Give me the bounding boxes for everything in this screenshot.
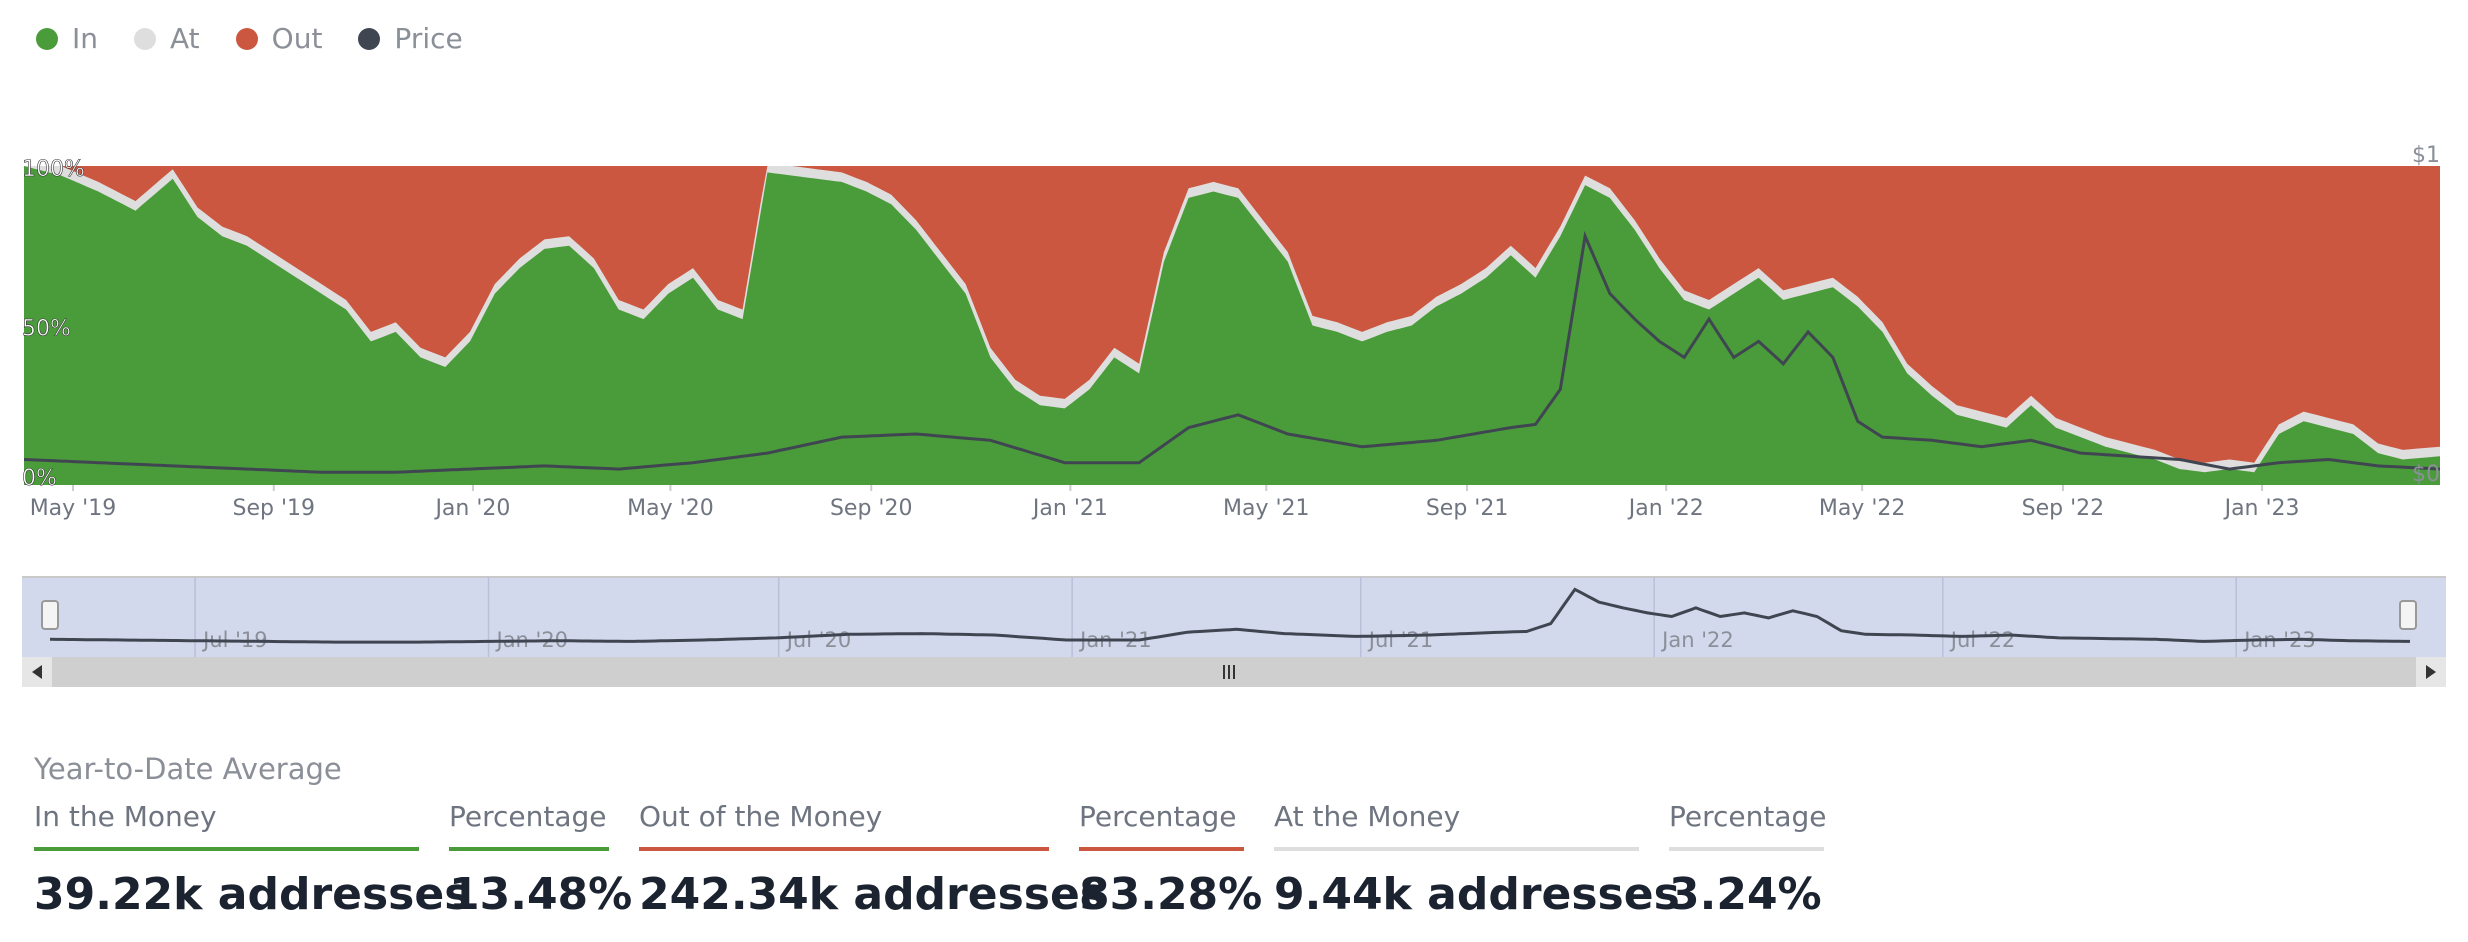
stat-label: At the Money <box>1274 800 1639 851</box>
scrollbar-grip-icon[interactable] <box>1223 665 1235 679</box>
x-tick-label: Sep '20 <box>830 496 913 521</box>
navigator-tick-label: Jan '22 <box>1660 628 1734 652</box>
stat-label: Percentage <box>1669 800 1827 851</box>
stat-value: 3.24% <box>1669 869 1822 920</box>
in-area <box>24 166 2440 485</box>
at-dot-icon <box>134 27 157 50</box>
legend-label-at: At <box>170 22 200 55</box>
legend-label-in: In <box>72 22 99 55</box>
navigator-right-handle[interactable] <box>2399 600 2417 630</box>
stat-label: Out of the Money <box>639 800 1049 851</box>
stat-out-money: Out of the Money 242.34k addresses <box>639 800 1107 920</box>
scroll-left-arrow-icon <box>32 665 42 679</box>
legend-label-out: Out <box>271 22 323 55</box>
navigator-tick-label: Jul '22 <box>1949 628 2016 652</box>
price-line <box>23 230 2441 474</box>
legend-item-at[interactable]: At <box>134 22 200 55</box>
stat-label: Percentage <box>449 800 609 851</box>
stats-panel: Year-to-Date Average In the Money 39.22k… <box>34 752 1854 920</box>
stats-row: In the Money 39.22k addresses Percentage… <box>34 800 1854 920</box>
x-tick-label: May '19 <box>30 496 117 521</box>
navigator-price-line <box>49 587 2410 644</box>
x-tick-label: Sep '22 <box>2022 496 2105 521</box>
legend-item-out[interactable]: Out <box>235 22 323 55</box>
x-tick-label: Jan '21 <box>1031 496 1108 521</box>
y-left-tick-label: 100% <box>22 157 85 182</box>
out-dot-icon <box>235 27 258 50</box>
stat-value: 39.22k addresses <box>34 869 471 920</box>
stat-out-percentage: Percentage 83.28% <box>1079 800 1263 920</box>
y-left-tick-label: 0% <box>22 466 57 491</box>
y-right-tick-label: $1 <box>2412 143 2440 168</box>
navigator-tick-label: Jul '21 <box>1367 628 1434 652</box>
stat-in-percentage: Percentage 13.48% <box>449 800 633 920</box>
x-tick-label: May '20 <box>627 496 714 521</box>
stat-at-money: At the Money 9.44k addresses <box>1274 800 1680 920</box>
stat-value: 242.34k addresses <box>639 869 1107 920</box>
navigator[interactable]: Jul '19 Jan '20 Jul '20 Jan '21 Jul '21 Jan '… <box>0 575 2468 695</box>
y-left-tick-label: 50% <box>22 317 71 342</box>
navigator-tick-label: Jul '20 <box>785 628 852 652</box>
stat-label: Percentage <box>1079 800 1244 851</box>
stats-title: Year-to-Date Average <box>34 752 342 786</box>
navigator-background <box>22 577 2446 657</box>
in-dot-icon <box>36 27 58 50</box>
x-tick-label: May '22 <box>1819 496 1906 521</box>
x-tick-label: Jan '23 <box>2223 496 2300 521</box>
stat-value: 13.48% <box>449 869 633 920</box>
y-right-tick-label: $0 <box>2412 462 2440 487</box>
x-tick-label: Jan '22 <box>1627 496 1704 521</box>
legend-item-in[interactable]: In <box>36 22 98 55</box>
x-tick-label: Jan '20 <box>433 496 510 521</box>
stat-in-money: In the Money 39.22k addresses <box>34 800 471 920</box>
price-dot-icon <box>358 27 381 50</box>
legend-item-price[interactable]: Price <box>358 22 463 55</box>
x-tick-label: Sep '19 <box>233 496 316 521</box>
legend: In At Out Price <box>36 22 463 55</box>
navigator-left-handle[interactable] <box>41 600 59 630</box>
scroll-right-arrow-icon <box>2426 665 2436 679</box>
legend-label-price: Price <box>394 22 463 55</box>
stat-value: 9.44k addresses <box>1274 869 1680 920</box>
x-tick-label: May '21 <box>1223 496 1310 521</box>
stat-value: 83.28% <box>1079 869 1263 920</box>
stat-label: In the Money <box>34 800 419 851</box>
main-chart[interactable]: 100% 50% 0% $1 $0 May '19 Sep '19 Jan '20 May '2… <box>0 140 2468 700</box>
x-tick-label: Sep '21 <box>1426 496 1509 521</box>
stat-at-percentage: Percentage 3.24% <box>1669 800 1827 920</box>
